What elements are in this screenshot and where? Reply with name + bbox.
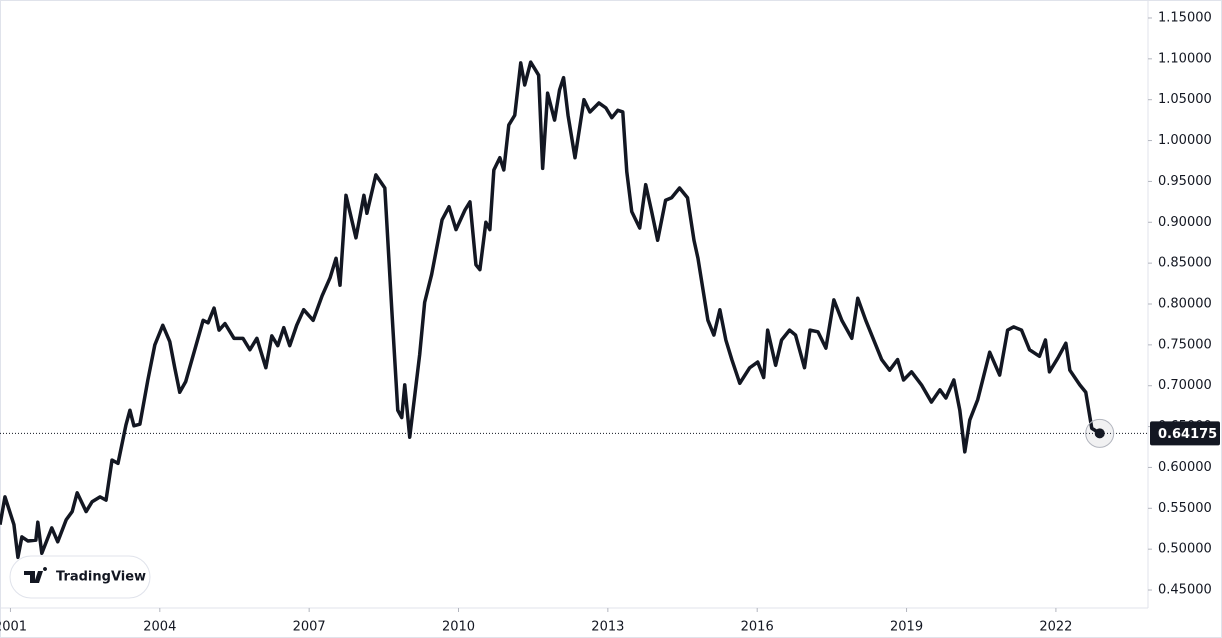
- logo-text: TradingView: [56, 570, 146, 585]
- x-tick-label: 2013: [591, 620, 624, 635]
- x-tick-label: 2022: [1039, 620, 1072, 635]
- y-tick-label: 0.45000: [1158, 583, 1212, 598]
- x-tick-label: 2010: [442, 620, 475, 635]
- last-point: [1094, 428, 1105, 439]
- x-tick-label: 2001: [0, 620, 27, 635]
- logo-badge[interactable]: TradingView: [9, 555, 151, 599]
- y-tick-label: 0.80000: [1158, 297, 1212, 312]
- y-tick-label: 0.95000: [1158, 174, 1212, 189]
- last-price-label: 0.64175: [1158, 427, 1217, 442]
- y-tick-label: 0.75000: [1158, 337, 1212, 352]
- y-tick-label: 1.00000: [1158, 133, 1212, 148]
- y-tick-label: 0.85000: [1158, 256, 1212, 271]
- x-tick-label: 2007: [293, 620, 326, 635]
- y-tick-label: 1.15000: [1158, 10, 1212, 25]
- y-tick-label: 1.05000: [1158, 92, 1212, 107]
- y-tick-label: 0.55000: [1158, 501, 1212, 516]
- y-tick-label: 0.70000: [1158, 378, 1212, 393]
- price-line: [0, 60, 1101, 560]
- y-tick-label: 0.90000: [1158, 215, 1212, 230]
- logo-background: [9, 555, 151, 599]
- last-price-tag: [1150, 421, 1220, 446]
- y-tick-label: 0.50000: [1158, 542, 1212, 557]
- x-tick-label: 2019: [890, 620, 923, 635]
- x-tick-label: 2004: [143, 620, 176, 635]
- y-tick-label: 1.10000: [1158, 51, 1212, 66]
- y-tick-label: 0.60000: [1158, 460, 1212, 475]
- x-tick-label: 2016: [741, 620, 774, 635]
- logo-icon: [24, 566, 48, 583]
